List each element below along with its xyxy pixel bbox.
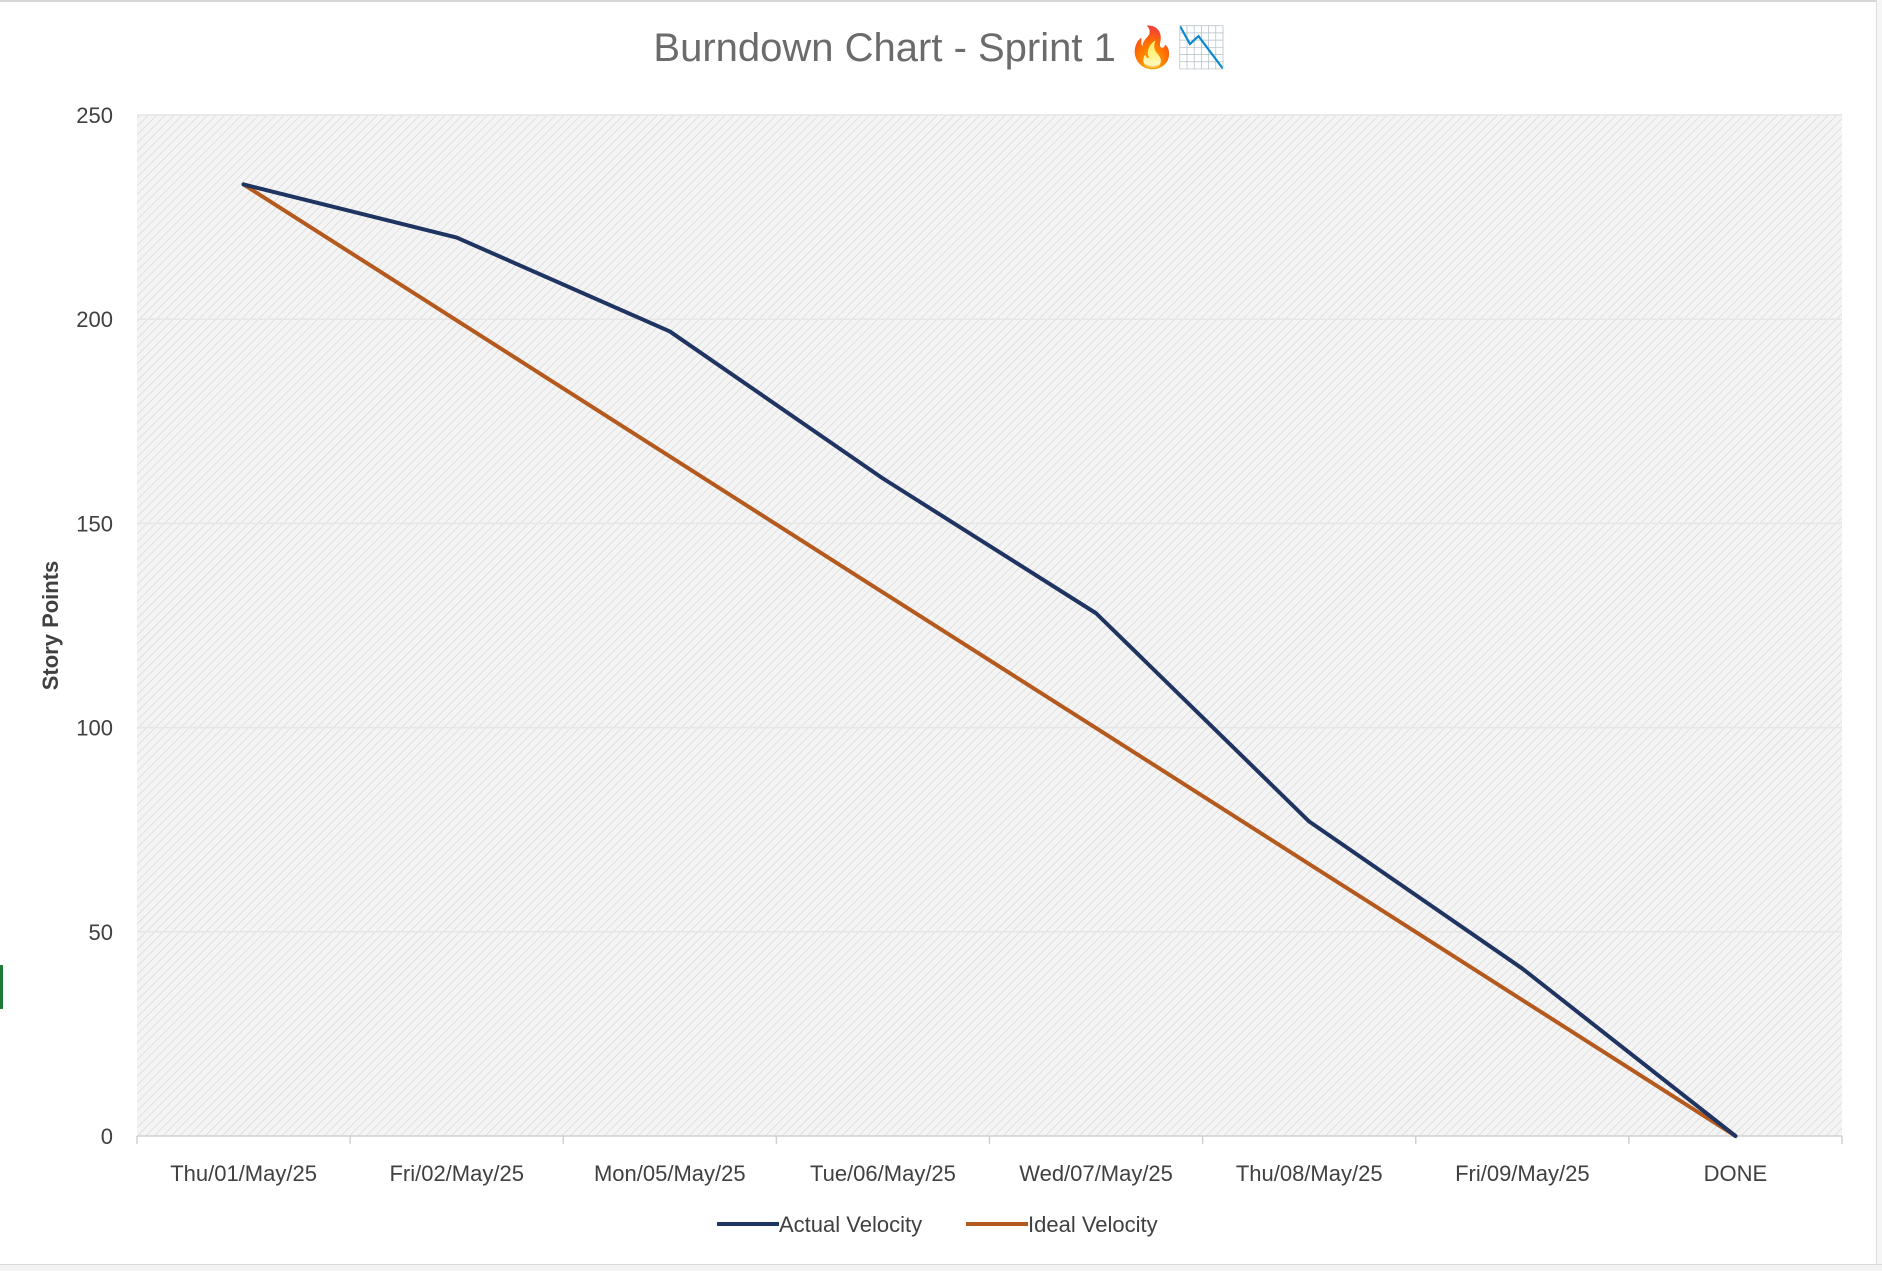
window-edge-right <box>1876 0 1882 1270</box>
y-tick-label: 150 <box>76 511 113 536</box>
tick-labels: 0 50 100 150 200 250 Thu/01/May/25 Fri/02/May/2… <box>38 103 1767 1186</box>
selection-marker <box>0 965 3 1009</box>
y-tick-label: 200 <box>76 307 113 332</box>
x-tick-label: Thu/08/May/25 <box>1236 1161 1383 1186</box>
series-line-actual-velocity <box>241 182 1738 1138</box>
legend: Actual Velocity Ideal Velocity <box>717 1212 1158 1237</box>
x-tick-label: Thu/01/May/25 <box>170 1161 317 1186</box>
series-line-ideal-velocity <box>241 182 1738 1138</box>
y-tick-label: 0 <box>101 1124 113 1149</box>
plot-area <box>137 115 1842 1136</box>
y-tick-label: 250 <box>76 103 113 128</box>
gridlines <box>137 114 1842 933</box>
y-axis-title: Story Points <box>38 561 63 691</box>
x-tick-label: DONE <box>1704 1161 1768 1186</box>
legend-label: Actual Velocity <box>779 1212 922 1237</box>
x-tick-label: Tue/06/May/25 <box>810 1161 956 1186</box>
chart-title: Burndown Chart - Sprint 1 🔥📉 <box>653 26 1227 70</box>
y-tick-label: 50 <box>89 920 113 945</box>
x-tick-label: Fri/02/May/25 <box>389 1161 524 1186</box>
x-tick-label: Wed/07/May/25 <box>1019 1161 1173 1186</box>
window-edge-bottom <box>0 1264 1882 1271</box>
series-lines <box>241 182 1738 1138</box>
x-tick-label: Fri/09/May/25 <box>1455 1161 1590 1186</box>
y-tick-label: 100 <box>76 716 113 741</box>
x-tick-label: Mon/05/May/25 <box>594 1161 746 1186</box>
axes <box>136 1135 1843 1144</box>
legend-label: Ideal Velocity <box>1028 1212 1158 1237</box>
